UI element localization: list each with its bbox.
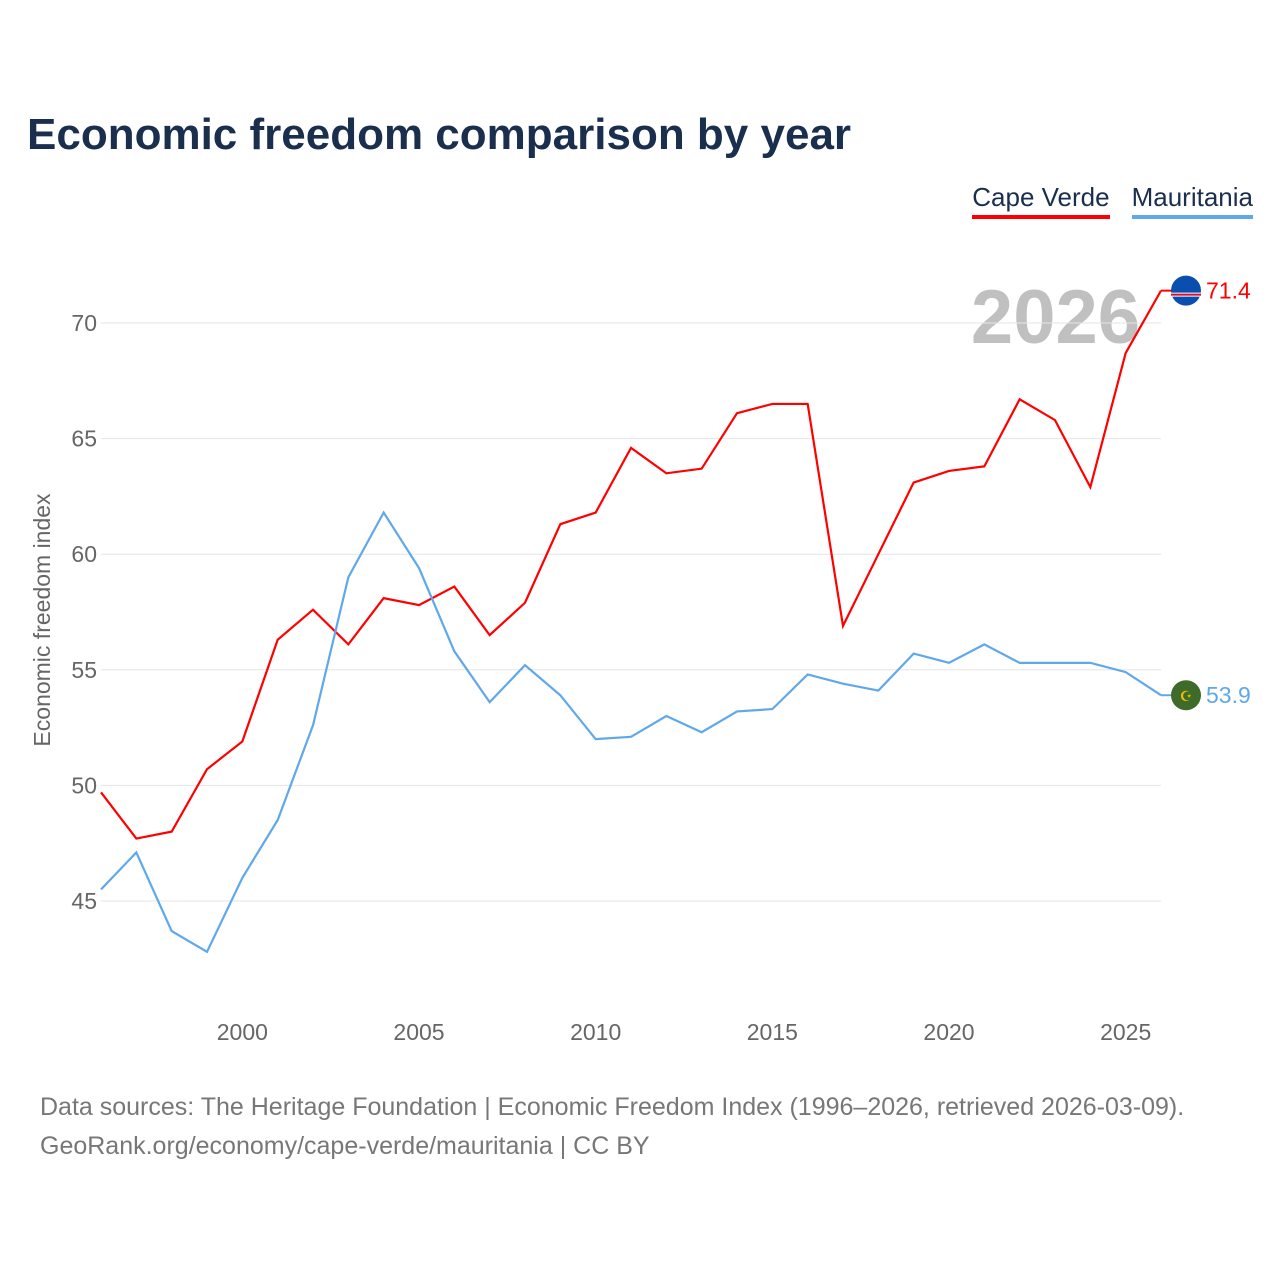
data-point (1052, 417, 1058, 423)
data-point (204, 949, 210, 955)
source-note: Data sources: The Heritage Foundation | … (40, 1088, 1184, 1166)
data-point (381, 510, 387, 516)
end-value-label: 53.9 (1206, 682, 1251, 708)
data-point (1052, 660, 1058, 666)
data-point (451, 648, 457, 654)
data-point (169, 829, 175, 835)
data-point (487, 632, 493, 638)
data-point (239, 738, 245, 744)
y-tick-label: 60 (71, 541, 97, 567)
source-line-1: Data sources: The Heritage Foundation | … (40, 1093, 1185, 1121)
year-watermark: 2026 (971, 275, 1140, 360)
y-tick-label: 55 (71, 657, 97, 683)
data-point (1017, 660, 1023, 666)
data-point (204, 766, 210, 772)
data-point (239, 875, 245, 881)
series-line-cape-verde (100, 290, 1162, 840)
x-tick-label: 2000 (217, 1019, 268, 1045)
y-axis-label: Economic freedom index (29, 493, 55, 747)
mauritania-flag-icon (1171, 680, 1201, 711)
x-tick-label: 2005 (393, 1019, 444, 1045)
cape-verde-flag-icon (1171, 275, 1201, 306)
data-point (981, 463, 987, 469)
data-point (805, 401, 811, 407)
x-tick-label: 2025 (1100, 1019, 1151, 1045)
data-point (911, 480, 917, 486)
data-point (840, 681, 846, 687)
data-point (557, 521, 563, 527)
data-point (133, 849, 139, 855)
data-point (769, 401, 775, 407)
x-tick-label: 2015 (747, 1019, 798, 1045)
data-point (416, 602, 422, 608)
end-value-label: 71.4 (1206, 278, 1251, 304)
data-point (699, 729, 705, 735)
data-point (699, 466, 705, 472)
y-tick-label: 70 (71, 310, 97, 336)
data-point (628, 445, 634, 451)
data-point (1123, 350, 1129, 356)
data-point (628, 734, 634, 740)
data-point (946, 660, 952, 666)
data-point (805, 671, 811, 677)
data-point (310, 722, 316, 728)
data-point (345, 574, 351, 580)
data-point (1017, 396, 1023, 402)
data-point (275, 817, 281, 823)
data-point (593, 736, 599, 742)
data-point (875, 688, 881, 694)
data-point (1087, 660, 1093, 666)
source-line-2[interactable]: GeoRank.org/economy/cape-verde/mauritani… (40, 1132, 650, 1160)
data-point (522, 600, 528, 606)
data-point (911, 651, 917, 657)
data-point (663, 470, 669, 476)
y-tick-label: 50 (71, 772, 97, 798)
data-point (769, 706, 775, 712)
data-point (557, 692, 563, 698)
data-point (522, 662, 528, 668)
legend: Cape Verde Mauritania (972, 182, 1253, 219)
data-point (133, 836, 139, 842)
data-point (275, 637, 281, 643)
data-point (946, 468, 952, 474)
data-point (98, 789, 104, 795)
data-point (98, 886, 104, 892)
data-point (734, 410, 740, 416)
data-point (345, 641, 351, 647)
data-point (840, 623, 846, 629)
data-point (487, 699, 493, 705)
data-point (1123, 669, 1129, 675)
data-point (593, 510, 599, 516)
y-tick-label: 45 (71, 888, 97, 914)
flag-stripe (1171, 293, 1201, 296)
legend-mauritania[interactable]: Mauritania (1131, 182, 1253, 219)
data-point (310, 607, 316, 613)
series-line-mauritania (100, 510, 1162, 954)
data-point (663, 713, 669, 719)
x-tick-label: 2020 (923, 1019, 974, 1045)
data-point (875, 551, 881, 557)
data-point (981, 641, 987, 647)
chart-title: Economic freedom comparison by year (27, 110, 852, 159)
x-tick-label: 2010 (570, 1019, 621, 1045)
legend-cape-verde[interactable]: Cape Verde (972, 182, 1110, 219)
data-point (416, 565, 422, 571)
data-point (381, 595, 387, 601)
data-point (169, 928, 175, 934)
data-point (451, 584, 457, 590)
y-tick-label: 65 (71, 426, 97, 452)
data-point (734, 708, 740, 714)
flag-crescent: ☪ (1180, 688, 1193, 704)
data-point (1087, 484, 1093, 490)
